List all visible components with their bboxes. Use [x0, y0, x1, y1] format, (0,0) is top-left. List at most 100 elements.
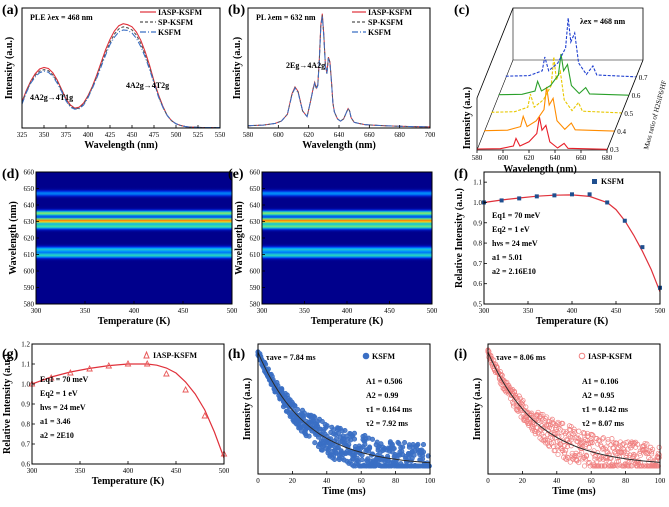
panel-i-data-point [520, 403, 526, 409]
panel-i-data-point [521, 414, 527, 420]
panel-h-data-point [306, 433, 312, 439]
panel-h-y-axis-label: Intensity (a.u.) [242, 378, 253, 441]
panel-b-label: (b) [228, 3, 245, 18]
z-tick-label: 0.3 [610, 146, 619, 154]
panel-a-legend-entry: KSFM [158, 28, 182, 37]
panel-i-data-point [557, 441, 563, 447]
panel-i-data-point [528, 410, 535, 416]
panel-i-data-point [540, 411, 546, 418]
y-tick-label: 610 [250, 251, 261, 259]
y-tick-label: 0.9 [21, 401, 30, 409]
panel-i-frame [487, 343, 661, 475]
panel-h-data-point [415, 441, 421, 447]
panel-i-data-point [634, 441, 641, 447]
panel-h-data-point [351, 430, 358, 436]
z-tick-label: 0.7 [639, 74, 648, 82]
panel-f-fit-parameter: hνs = 24 meV [492, 239, 538, 248]
panel-c-label: (c) [454, 3, 470, 18]
panel-i-data-point [562, 450, 568, 456]
x-tick-label: 20 [519, 477, 527, 485]
panel-i-data-point [540, 426, 546, 432]
y-tick-label: 600 [24, 268, 35, 276]
panel-h-data-point [369, 436, 376, 442]
panel-a-annotation: PLE λex = 468 nm [30, 13, 93, 22]
panel-i-data-point [583, 452, 589, 458]
x-tick-label: 80 [392, 477, 400, 485]
panel-e: 300 350 400 450 500 580 590 600 610 620 630 640 650 6… [228, 167, 438, 327]
panel-f: 300 350 400 450 500 0.5 0.6 0.7 0.8 0.9 1.0 1.1 (f) K… [454, 167, 666, 327]
y-tick-label: 0.8 [473, 240, 482, 248]
panel-g-data-point [67, 369, 74, 376]
panel-a-legend-entry: SP-KSFM [158, 18, 194, 27]
y-tick-label: 1.2 [21, 341, 30, 349]
x-tick-label: 100 [425, 477, 436, 485]
x-tick-label: 400 [342, 307, 353, 315]
panel-a-legend-entry: IASP-KSFM [158, 8, 202, 17]
panel-h-data-point [411, 452, 417, 458]
panel-d: 300 350 400 450 500 580 590 600 610 620 630 640 650 6… [2, 167, 238, 327]
panel-f-data-point [587, 192, 592, 197]
panel-i-data-point [572, 453, 578, 459]
panel-i-data-point [590, 432, 596, 439]
panel-f-data-point [640, 245, 645, 250]
panel-a-series-line [21, 26, 220, 129]
panel-a-series-line [21, 29, 220, 129]
x-tick-label: 580 [472, 154, 483, 162]
panel-i-data-point [545, 442, 552, 448]
panel-d-y-axis-label: Wavelength (nm) [8, 201, 19, 275]
panel-a-peak1-label: 4A2g→4T1g [30, 93, 73, 102]
panel-i-data-point [567, 459, 573, 465]
panel-b: 580 600 620 640 660 680 700 (b) PL λem = 632 nm 2… [228, 3, 436, 151]
x-tick-label: 600 [273, 131, 284, 139]
x-tick-label: 620 [303, 131, 314, 139]
panel-a-label: (a) [2, 3, 19, 18]
x-tick-label: 20 [289, 477, 297, 485]
panel-g-data-point [143, 360, 151, 367]
panel-c-z-axis-label: Mass ratio of H2SiF6/HF [642, 79, 668, 150]
panel-i-data-point [528, 415, 534, 421]
panel-i-data-point [596, 463, 602, 469]
y-tick-label: 640 [250, 202, 261, 210]
panel-i-data-point [520, 397, 526, 404]
panel-i-y-axis-label: Intensity (a.u.) [472, 378, 483, 441]
panel-i-data-point [649, 449, 655, 455]
panel-i-data-point [616, 462, 623, 468]
panel-g-fit-parameter: hνs = 24 meV [40, 403, 86, 412]
panel-f-data-point [552, 193, 557, 198]
panel-h-data-point [275, 383, 281, 389]
panel-i-data-point [598, 455, 604, 462]
y-tick-label: 0.6 [21, 461, 30, 469]
panel-b-x-axis-label: Wavelength (nm) [302, 140, 376, 151]
x-tick-label: 525 [193, 131, 204, 139]
panel-i-data-point [528, 411, 534, 417]
panel-i-data-point [560, 421, 566, 427]
z-tick-label: 0.6 [632, 92, 641, 100]
panel-h-data-point [292, 403, 298, 409]
panel-i-data-point [600, 435, 606, 441]
panel-f-data-point [570, 192, 574, 197]
panel-b-series-line [247, 14, 431, 128]
panel-i-data-point [605, 439, 611, 445]
y-tick-label: 1.1 [473, 179, 482, 187]
panel-i-data-point [516, 393, 522, 399]
panel-b-series-line [247, 13, 431, 128]
panel-h-data-point [420, 456, 426, 462]
y-tick-label: 660 [250, 169, 261, 177]
panel-i-data-point [568, 437, 574, 443]
panel-f-data-point [517, 196, 522, 201]
z-tick-label: 0.4 [617, 128, 626, 136]
panel-c-series-line [484, 86, 615, 132]
panel-b-frame [247, 7, 431, 129]
panel-f-fit-parameter: a1 = 5.01 [492, 253, 523, 262]
panel-c-series-line [505, 17, 636, 78]
panel-g-data-point [182, 386, 189, 393]
panel-h-data-point [335, 444, 341, 451]
y-tick-label: 0.7 [21, 441, 30, 449]
panel-i-data-point [656, 444, 662, 450]
panel-f-y-axis-label: Relative Intensity (a.u.) [454, 188, 465, 288]
panel-e-y-axis-label: Wavelength (nm) [234, 201, 245, 275]
panel-h-fit-parameter: A2 = 0.99 [366, 391, 398, 400]
y-tick-label: 1.1 [21, 361, 30, 369]
panel-h-data-point [312, 414, 318, 420]
panel-i-data-point [589, 432, 595, 438]
